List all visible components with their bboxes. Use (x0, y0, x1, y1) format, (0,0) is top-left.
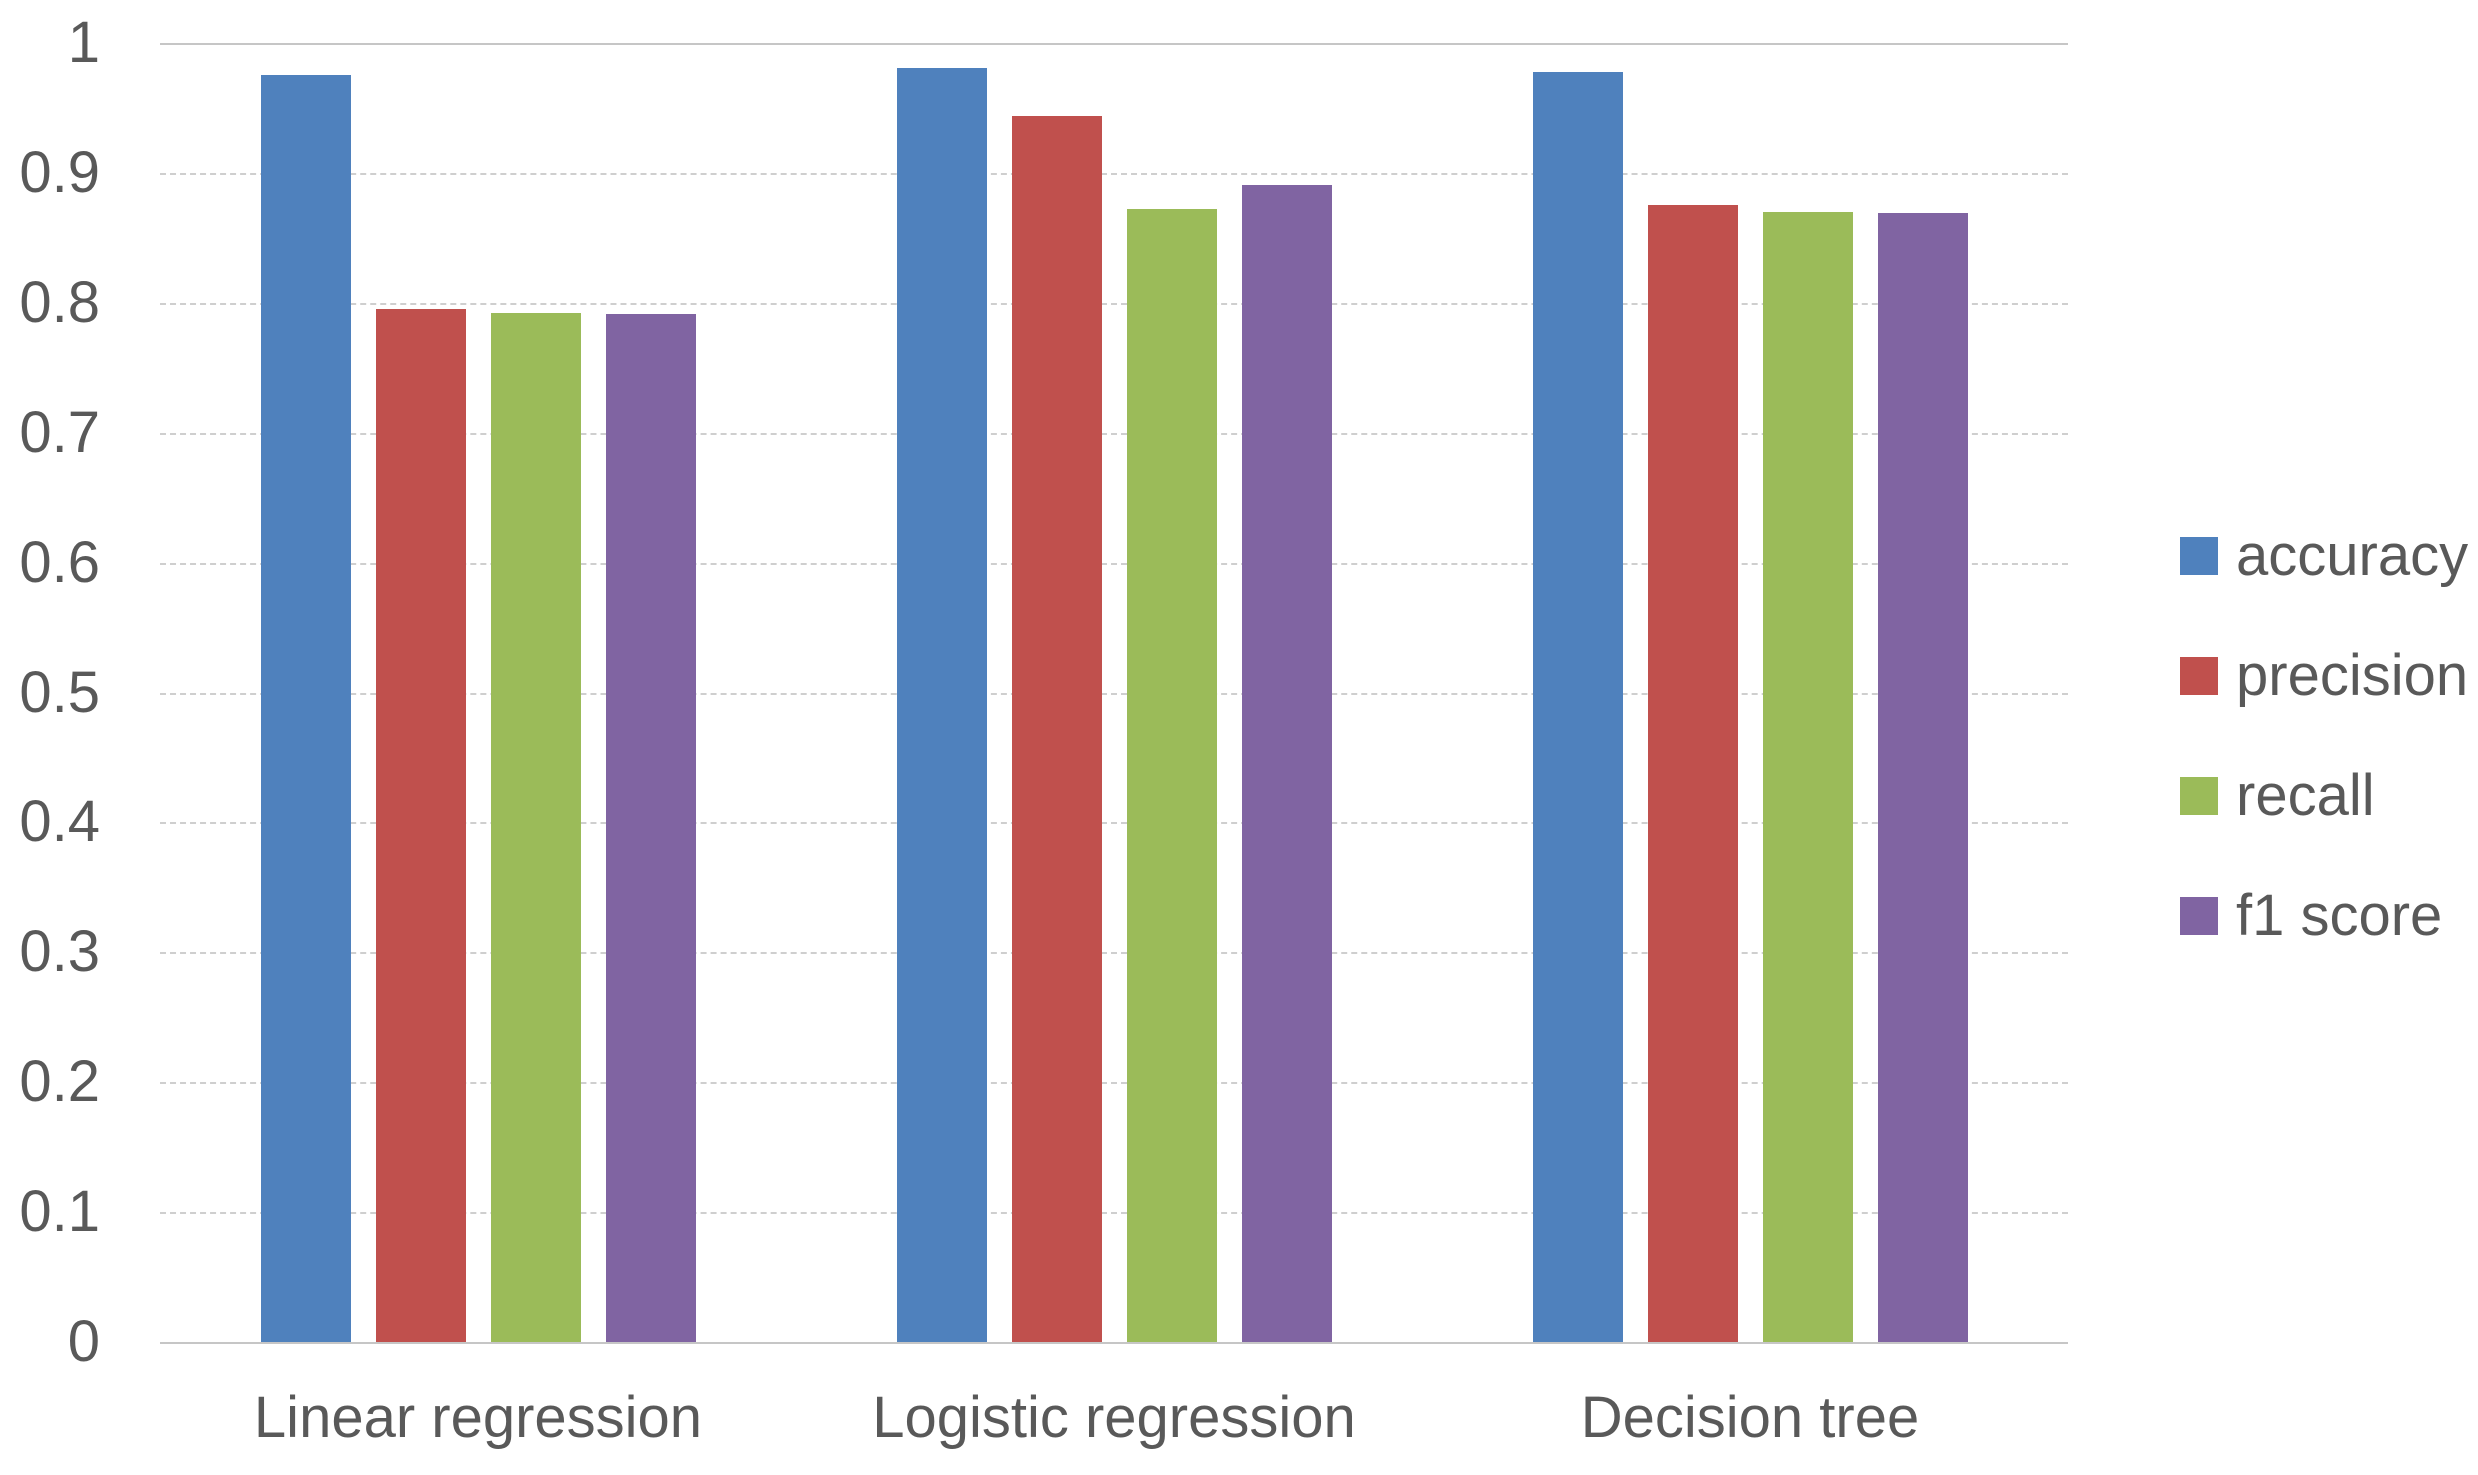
bar-recall (1762, 212, 1853, 1342)
gridlines (160, 43, 2068, 1344)
y-tick-label-1: 1 (67, 10, 100, 75)
y-axis-tick-labels: 1 0.9 0.8 0.7 0.6 0.5 0.4 0.3 0.2 0.1 0 (0, 0, 100, 1475)
bar-precision (1011, 116, 1102, 1342)
legend-label: accuracy (2236, 523, 2469, 588)
bar-precision (1647, 205, 1738, 1342)
gridline-0.6 (160, 563, 2068, 565)
bar-accuracy (1532, 72, 1623, 1342)
y-tick-label-0.7: 0.7 (19, 400, 100, 465)
y-tick-label-0.8: 0.8 (19, 270, 100, 335)
bar-precision (375, 309, 466, 1342)
bar-f1-score (605, 314, 696, 1342)
plot-area (160, 43, 2068, 1342)
y-tick-label-0.2: 0.2 (19, 1049, 100, 1114)
x-label-decision-tree: Decision tree (1580, 1385, 1920, 1450)
y-tick-label-0.5: 0.5 (19, 660, 100, 725)
gridline-0.4 (160, 822, 2068, 824)
y-tick-label-0.3: 0.3 (19, 919, 100, 984)
gridline-0.9 (160, 173, 2068, 175)
bar-group-logistic-regression (796, 43, 1432, 1342)
x-label-linear-regression: Linear regression (253, 1385, 703, 1450)
gridline-1 (160, 43, 2068, 45)
legend-swatch-icon (2180, 657, 2218, 695)
y-tick-label-0.1: 0.1 (19, 1179, 100, 1244)
legend-label: f1 score (2236, 883, 2443, 948)
y-tick-label-0.6: 0.6 (19, 530, 100, 595)
gridline-0.2 (160, 1082, 2068, 1084)
legend-label: recall (2236, 763, 2375, 828)
x-label-logistic-regression: Logistic regression (872, 1385, 1356, 1450)
bar-recall (490, 313, 581, 1342)
y-tick-label-0.9: 0.9 (19, 140, 100, 205)
bar-recall (1126, 209, 1217, 1342)
legend-swatch-icon (2180, 777, 2218, 815)
bar-f1-score (1877, 213, 1968, 1342)
legend: accuracy precision recall f1 score (2180, 496, 2468, 976)
y-tick-label-0.4: 0.4 (19, 789, 100, 854)
legend-item-precision: precision (2180, 616, 2468, 736)
legend-item-recall: recall (2180, 736, 2468, 856)
y-tick-label-0: 0 (67, 1309, 100, 1374)
gridline-0.8 (160, 303, 2068, 305)
gridline-0.5 (160, 693, 2068, 695)
legend-label: precision (2236, 643, 2469, 708)
legend-swatch-icon (2180, 897, 2218, 935)
bar-accuracy (896, 68, 987, 1342)
legend-item-f1-score: f1 score (2180, 856, 2468, 976)
gridline-0.1 (160, 1212, 2068, 1214)
bar-f1-score (1241, 185, 1332, 1342)
gridline-0 (160, 1342, 2068, 1344)
legend-item-accuracy: accuracy (2180, 496, 2468, 616)
bar-accuracy (260, 75, 351, 1342)
gridline-0.7 (160, 433, 2068, 435)
x-axis-category-labels: Linear regression Logistic regression Deci… (160, 1385, 2068, 1451)
bar-group-decision-tree (1432, 43, 2068, 1342)
bar-group-linear-regression (160, 43, 796, 1342)
legend-swatch-icon (2180, 537, 2218, 575)
gridline-0.3 (160, 952, 2068, 954)
